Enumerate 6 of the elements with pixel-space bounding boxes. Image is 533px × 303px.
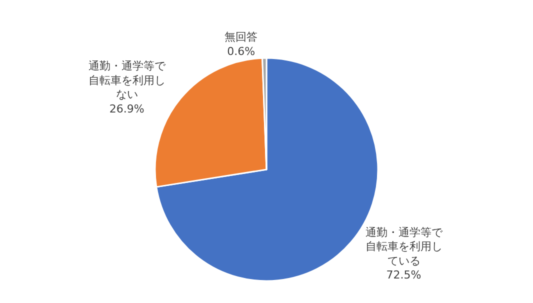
data-label: 72.5% (386, 268, 422, 282)
slice-label: 通勤・通学等で自転車を利用している (365, 226, 444, 268)
slice-label: 無回答 (224, 30, 258, 44)
data-label: 0.6% (227, 45, 256, 58)
slice-label: 通勤・通学等で自転車を利用しない (88, 59, 166, 102)
data-label: 26.9% (109, 102, 144, 116)
